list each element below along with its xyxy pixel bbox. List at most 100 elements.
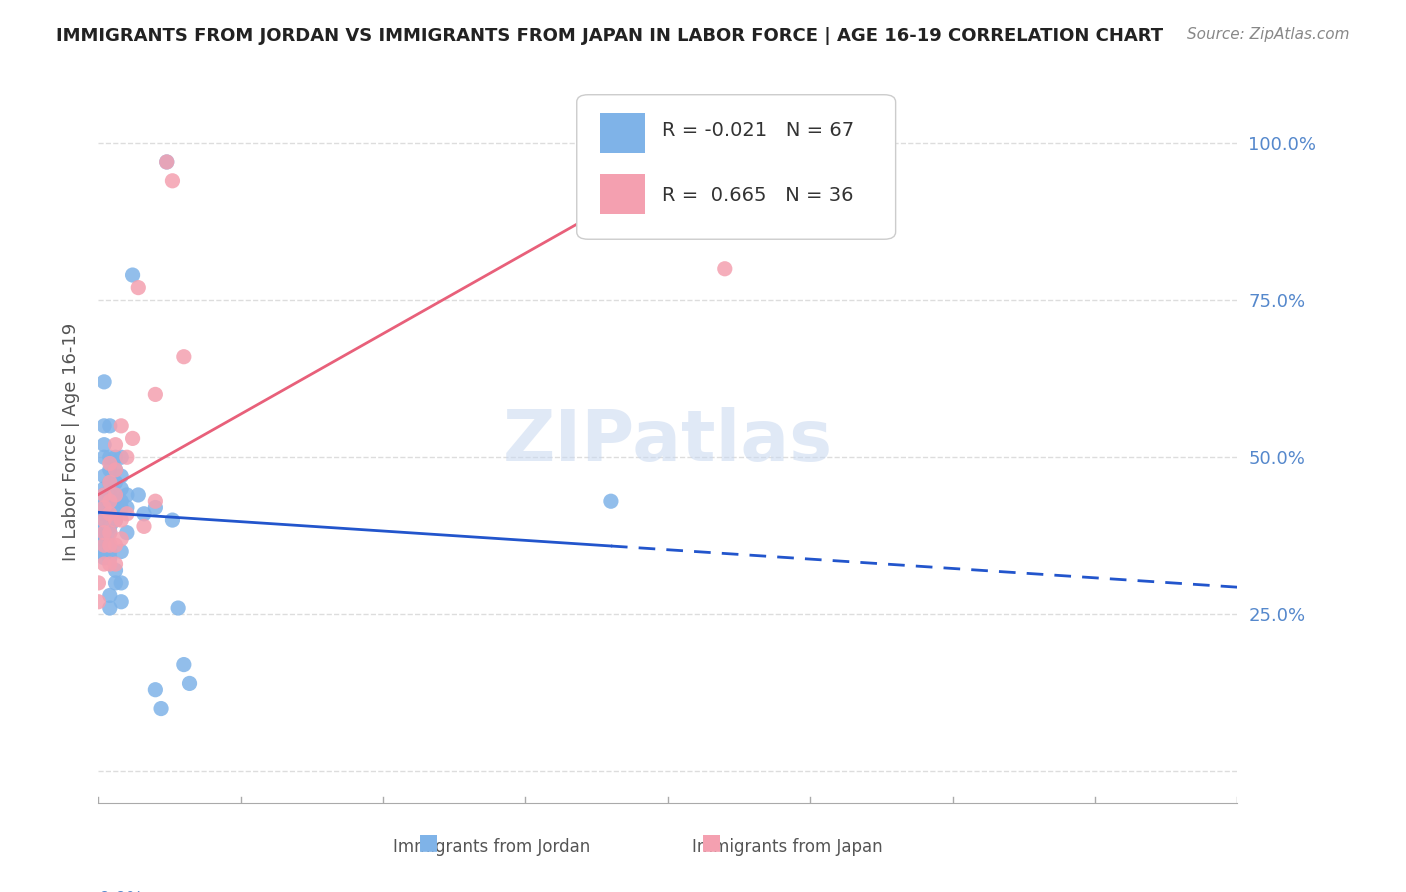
Point (98, 525, 121, 540)
Point (127, 280, 149, 294)
Point (87, 532, 110, 546)
Point (98, 507, 121, 521)
Point (127, 488, 149, 502)
Point (162, 174, 184, 188)
Point (93, 500, 115, 515)
Point (110, 513, 132, 527)
Point (93, 482, 115, 496)
Text: ZIPatlas: ZIPatlas (503, 407, 832, 476)
Point (93, 557, 115, 571)
Point (156, 155, 179, 169)
Point (115, 500, 138, 515)
Point (87, 500, 110, 515)
Text: Immigrants from Jordan: Immigrants from Jordan (394, 838, 591, 856)
Point (93, 525, 115, 540)
Point (110, 494, 132, 508)
Point (93, 488, 115, 502)
Point (93, 438, 115, 452)
Point (87, 513, 110, 527)
Point (173, 657, 195, 672)
Point (156, 155, 179, 169)
Point (87, 525, 110, 540)
Bar (599, 112, 645, 153)
Point (98, 589, 121, 603)
Point (98, 500, 121, 515)
Point (110, 418, 132, 433)
Point (110, 575, 132, 590)
Point (98, 418, 121, 433)
Point (93, 494, 115, 508)
Point (98, 525, 121, 540)
Point (98, 519, 121, 533)
Point (110, 532, 132, 546)
Point (145, 387, 167, 401)
Point (98, 494, 121, 508)
Point (93, 469, 115, 483)
Point (115, 525, 138, 540)
Point (110, 544, 132, 558)
Point (173, 350, 195, 364)
Point (104, 488, 127, 502)
Point (93, 538, 115, 552)
Point (150, 701, 173, 715)
Point (104, 557, 127, 571)
Point (104, 488, 127, 502)
Point (98, 463, 121, 477)
Point (110, 500, 132, 515)
Point (93, 532, 115, 546)
Point (98, 538, 121, 552)
Point (104, 438, 127, 452)
Point (98, 544, 121, 558)
Text: 0.0%: 0.0% (98, 889, 143, 892)
Point (98, 475, 121, 490)
Point (110, 482, 132, 496)
Point (93, 500, 115, 515)
Point (104, 463, 127, 477)
Point (87, 544, 110, 558)
Point (87, 595, 110, 609)
Text: ■: ■ (419, 832, 439, 852)
Point (115, 507, 138, 521)
Point (162, 513, 184, 527)
Text: Immigrants from Japan: Immigrants from Japan (692, 838, 883, 856)
Point (98, 457, 121, 471)
Point (104, 463, 127, 477)
Point (93, 375, 115, 389)
Point (104, 500, 127, 515)
Point (93, 488, 115, 502)
Point (98, 550, 121, 565)
Point (104, 450, 127, 465)
Point (98, 488, 121, 502)
Point (145, 682, 167, 697)
Point (600, 494, 623, 508)
Point (98, 557, 121, 571)
Point (714, 261, 737, 276)
Point (98, 450, 121, 465)
Point (115, 450, 138, 465)
Point (104, 513, 127, 527)
Point (87, 575, 110, 590)
Point (104, 563, 127, 577)
Point (93, 525, 115, 540)
Point (132, 519, 155, 533)
Point (115, 488, 138, 502)
Point (121, 268, 143, 282)
Point (93, 513, 115, 527)
FancyBboxPatch shape (576, 95, 896, 239)
Bar (599, 174, 645, 214)
Text: R =  0.665   N = 36: R = 0.665 N = 36 (662, 186, 853, 205)
Point (104, 475, 127, 490)
Point (93, 519, 115, 533)
Y-axis label: In Labor Force | Age 16-19: In Labor Force | Age 16-19 (62, 322, 80, 561)
Point (93, 550, 115, 565)
Point (132, 507, 155, 521)
Point (93, 544, 115, 558)
Point (98, 601, 121, 615)
Point (110, 469, 132, 483)
Point (93, 418, 115, 433)
Point (110, 595, 132, 609)
Text: IMMIGRANTS FROM JORDAN VS IMMIGRANTS FROM JAPAN IN LABOR FORCE | AGE 16-19 CORRE: IMMIGRANTS FROM JORDAN VS IMMIGRANTS FRO… (56, 27, 1163, 45)
Point (167, 601, 190, 615)
Point (98, 507, 121, 521)
Point (98, 538, 121, 552)
